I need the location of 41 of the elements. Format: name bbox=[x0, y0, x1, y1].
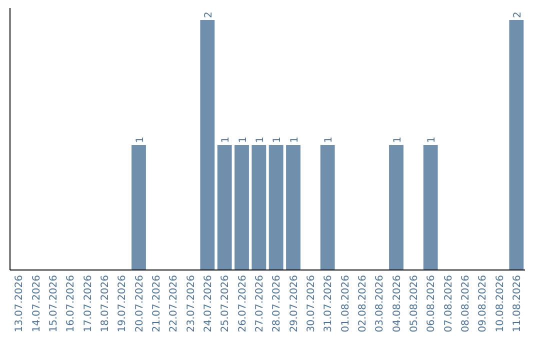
data-label: 1 bbox=[220, 136, 232, 143]
x-tick-label: 23.07.2026 bbox=[186, 275, 197, 332]
x-tick-label: 17.07.2026 bbox=[82, 275, 94, 332]
x-tick-label: 29.07.2026 bbox=[288, 275, 300, 332]
data-label: 1 bbox=[392, 136, 404, 143]
x-tick-label: 01.08.2026 bbox=[340, 275, 352, 332]
x-tick-label: 21.07.2026 bbox=[151, 275, 162, 332]
data-label: 1 bbox=[238, 136, 249, 143]
x-tick-label: 09.08.2026 bbox=[478, 275, 489, 332]
x-tick-label: 25.07.2026 bbox=[220, 275, 232, 332]
data-label: 1 bbox=[254, 136, 266, 143]
x-tick-label: 19.07.2026 bbox=[117, 275, 128, 332]
x-tick-label: 30.07.2026 bbox=[306, 275, 317, 332]
x-tick-label: 22.07.2026 bbox=[168, 275, 180, 332]
x-tick-label: 16.07.2026 bbox=[66, 275, 77, 332]
x-tick-label: 03.08.2026 bbox=[374, 275, 386, 332]
data-label: 1 bbox=[426, 136, 438, 143]
x-tick-label: 07.08.2026 bbox=[443, 275, 454, 332]
x-tick-label: 24.07.2026 bbox=[202, 275, 214, 332]
x-tick-label: 15.07.2026 bbox=[48, 275, 60, 332]
x-tick-label: 14.07.2026 bbox=[31, 275, 42, 332]
x-tick-label: 13.07.2026 bbox=[14, 275, 26, 332]
x-tick-label: 26.07.2026 bbox=[237, 275, 248, 332]
x-tick-label: 06.08.2026 bbox=[426, 275, 438, 332]
x-tick-label: 02.08.2026 bbox=[357, 275, 368, 332]
x-tick-label: 18.07.2026 bbox=[100, 275, 111, 332]
x-tick-label: 08.08.2026 bbox=[460, 275, 472, 332]
data-label: 1 bbox=[324, 136, 335, 143]
x-tick-label: 28.07.2026 bbox=[272, 275, 283, 332]
x-tick-label: 31.07.2026 bbox=[323, 275, 334, 332]
x-tick-label: 04.08.2026 bbox=[392, 275, 403, 332]
data-label: 1 bbox=[134, 136, 146, 143]
x-tick-label: 05.08.2026 bbox=[408, 275, 420, 332]
data-label: 1 bbox=[272, 136, 284, 143]
x-tick-label: 27.07.2026 bbox=[254, 275, 266, 332]
x-tick-label: 10.08.2026 bbox=[494, 275, 506, 332]
data-label: 2 bbox=[203, 12, 214, 18]
data-label: 1 bbox=[289, 136, 300, 143]
x-tick-label: 11.08.2026 bbox=[512, 275, 523, 332]
x-tick-label: 20.07.2026 bbox=[134, 275, 146, 332]
data-label: 2 bbox=[512, 12, 524, 18]
